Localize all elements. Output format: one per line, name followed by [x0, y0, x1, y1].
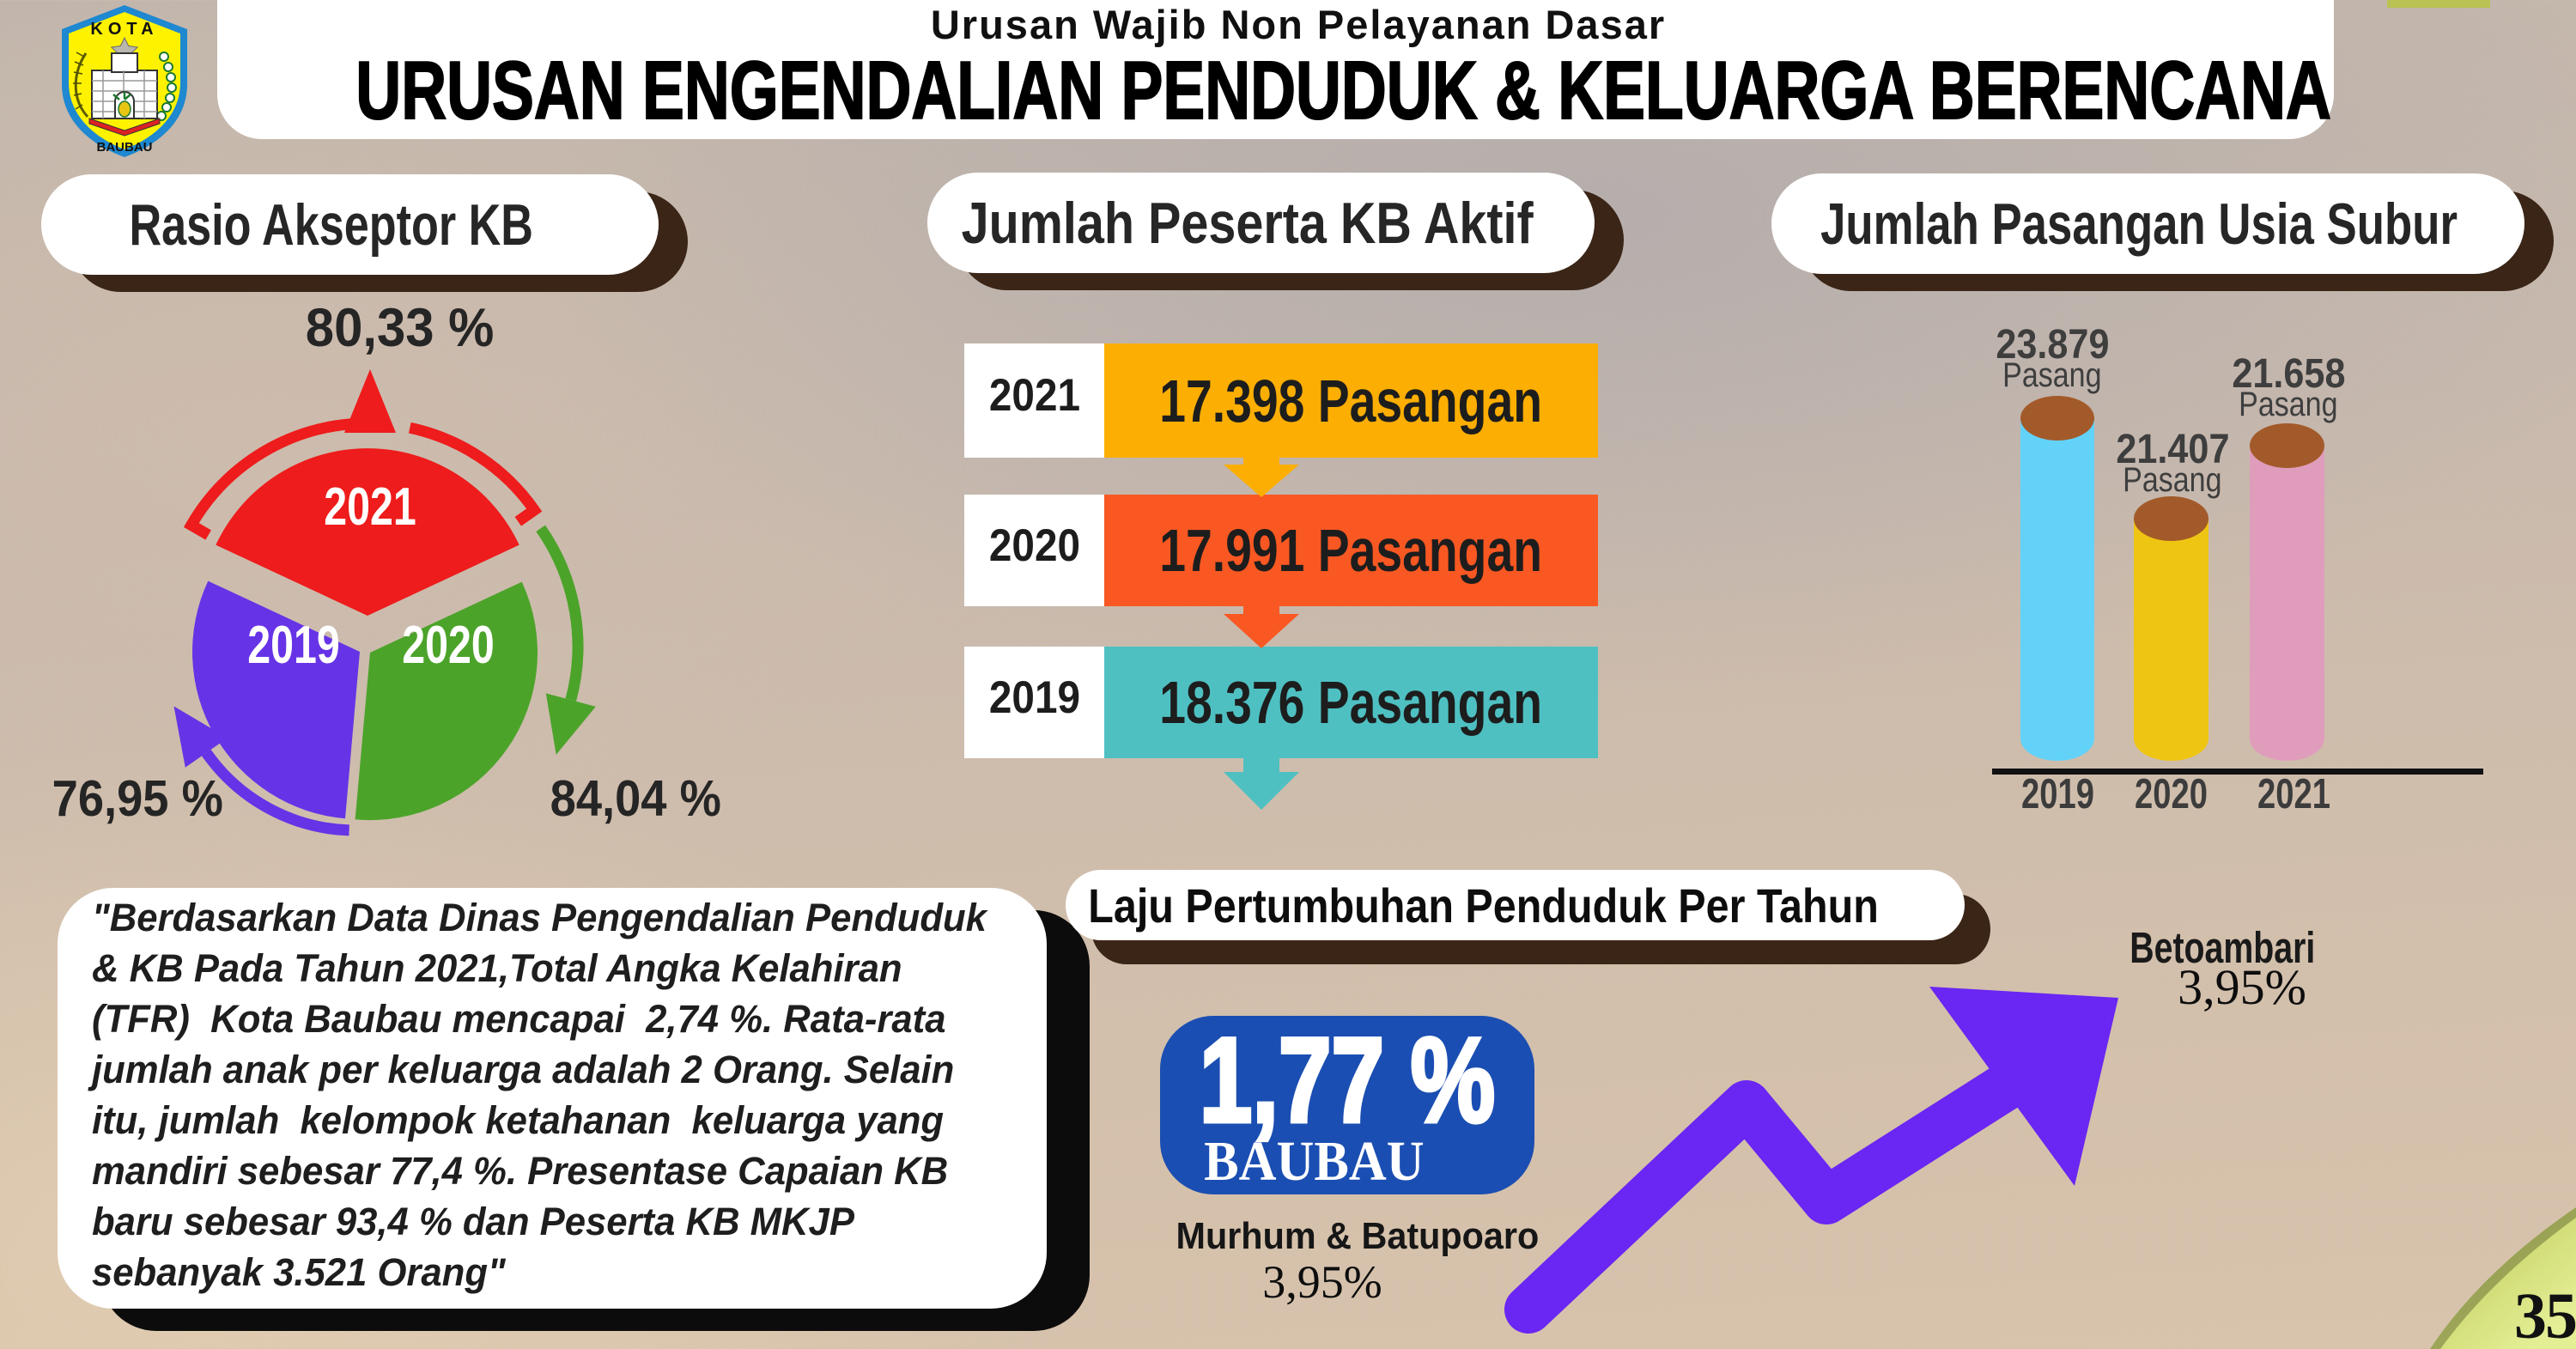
- svg-text:2019: 2019: [247, 615, 340, 674]
- svg-text:2021: 2021: [324, 477, 416, 536]
- svg-text:BAUBAU: BAUBAU: [97, 140, 153, 155]
- svg-text:2020: 2020: [402, 615, 495, 674]
- svg-text:KOTA: KOTA: [90, 20, 158, 39]
